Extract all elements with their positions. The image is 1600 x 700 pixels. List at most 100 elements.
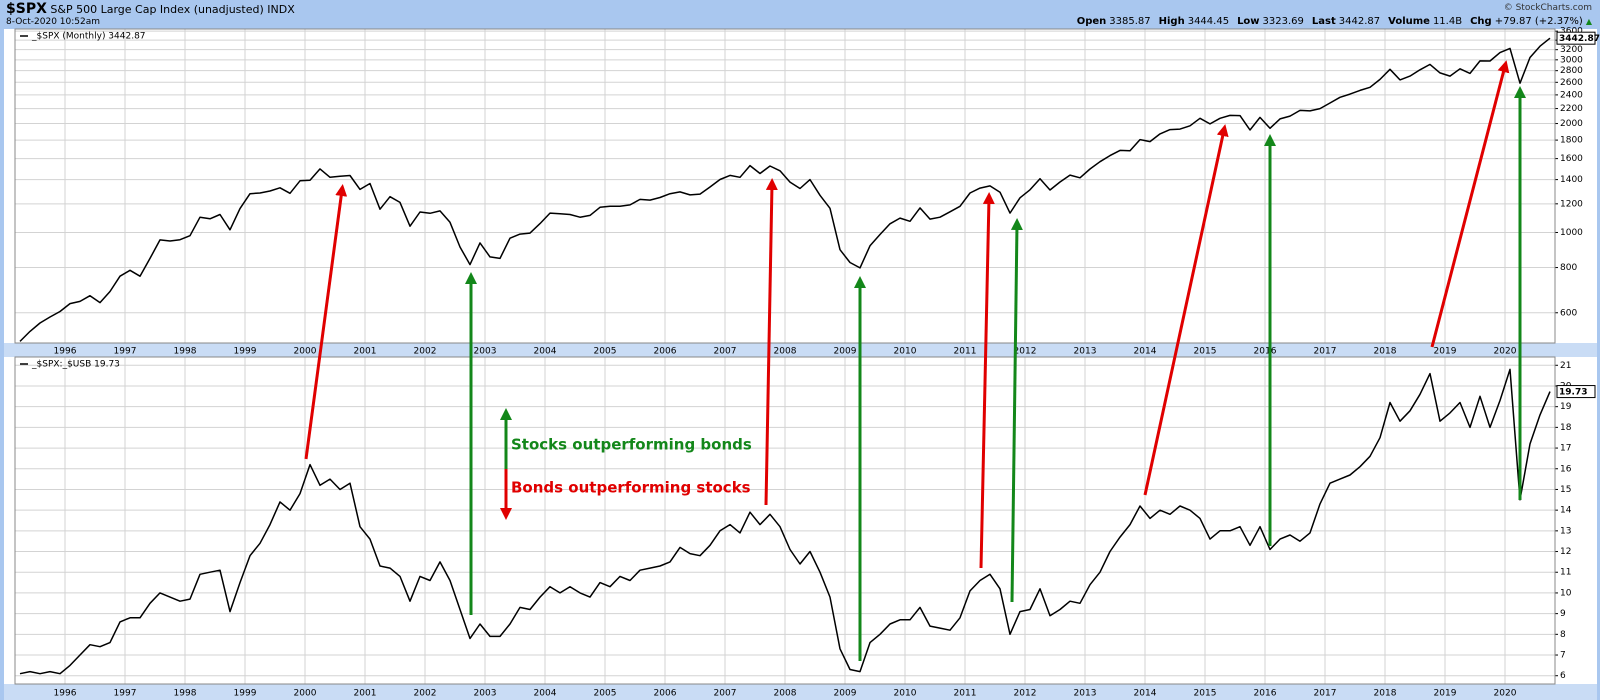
- annotation: Bonds outperforming stocks: [511, 479, 751, 497]
- quote-item: Chg +79.87 (+2.37%) ▲: [1470, 16, 1592, 27]
- header-title: $SPX S&P 500 Large Cap Index (unadjusted…: [6, 1, 295, 17]
- y-tick-label: 1800: [1560, 136, 1583, 146]
- y-tick-label: 1400: [1560, 175, 1583, 185]
- y-tick-label: 1200: [1560, 199, 1583, 209]
- x-tick-label: 2007: [714, 347, 737, 357]
- x-tick-label: 2009: [834, 347, 857, 357]
- x-tick-label: 2016: [1254, 347, 1277, 357]
- x-tick-label: 2000: [294, 347, 317, 357]
- quote-value: 3444.45: [1187, 16, 1230, 27]
- x-tick-label: 2005: [594, 689, 617, 699]
- panel-background: [4, 357, 1597, 684]
- x-tick-label: 2006: [654, 347, 677, 357]
- annotation: Stocks outperforming bonds: [511, 436, 752, 454]
- y-tick-label: 18: [1560, 423, 1572, 433]
- x-tick-label: 2011: [954, 689, 977, 699]
- legend-label: _$SPX:_$USB 19.73: [31, 360, 120, 370]
- timestamp: 8-Oct-2020 10:52am: [6, 17, 101, 27]
- last-value-box: [1556, 31, 1596, 45]
- y-tick-label: 12: [1560, 547, 1571, 557]
- last-value-label: 3442.87: [1559, 34, 1600, 44]
- y-tick-label: 11: [1560, 568, 1571, 578]
- quote-label: Volume: [1388, 16, 1430, 27]
- y-tick-label: 3000: [1560, 55, 1583, 65]
- exchange: INDX: [267, 3, 295, 16]
- x-tick-label: 1997: [114, 689, 137, 699]
- quote-item: Last 3442.87: [1312, 16, 1380, 27]
- x-tick-label: 1998: [174, 347, 197, 357]
- x-tick-label: 2013: [1074, 689, 1097, 699]
- quote-label: High: [1158, 16, 1185, 27]
- quote-value: 3323.69: [1262, 16, 1304, 27]
- quote-item: High 3444.45: [1159, 16, 1229, 27]
- x-tick-label: 2020: [1494, 689, 1517, 699]
- y-tick-label: 10: [1560, 588, 1572, 598]
- x-tick-label: 1997: [114, 347, 137, 357]
- plot-frame: [14, 356, 1556, 685]
- x-tick-label: 2001: [354, 689, 377, 699]
- x-tick-label: 2000: [294, 689, 317, 699]
- x-label-strip: [4, 343, 1597, 357]
- arrow: [979, 192, 995, 569]
- legend-label: _$SPX (Monthly) 3442.87: [31, 32, 146, 42]
- plot-frame: [14, 28, 1556, 344]
- y-tick-label: 2400: [1560, 90, 1583, 100]
- symbol: $SPX: [6, 1, 47, 17]
- arrow: [1143, 124, 1229, 496]
- y-tick-label: 13: [1560, 526, 1571, 536]
- x-tick-label: 2004: [534, 689, 557, 699]
- x-tick-label: 2002: [414, 689, 437, 699]
- arrow: [764, 178, 778, 506]
- index-name: S&P 500 Large Cap Index (unadjusted): [50, 3, 264, 16]
- y-tick-label: 17: [1560, 444, 1571, 454]
- x-tick-label: 2003: [474, 347, 497, 357]
- x-tick-label: 2019: [1434, 689, 1457, 699]
- x-tick-label: 2005: [594, 347, 617, 357]
- quote-label: Last: [1311, 16, 1336, 27]
- x-tick-label: 1999: [234, 347, 257, 357]
- x-tick-label: 2008: [774, 689, 797, 699]
- x-tick-label: 2007: [714, 689, 737, 699]
- x-tick-label: 2015: [1194, 347, 1217, 357]
- y-tick-label: 9: [1560, 609, 1566, 619]
- quote-label: Open: [1076, 16, 1107, 27]
- y-tick-label: 2200: [1560, 104, 1583, 114]
- y-tick-label: 8: [1560, 630, 1566, 640]
- x-tick-label: 2013: [1074, 347, 1097, 357]
- y-tick-label: 21: [1560, 361, 1571, 371]
- x-tick-label: 1999: [234, 689, 257, 699]
- panel-background: [4, 29, 1597, 343]
- quote-item: Low 3323.69: [1237, 16, 1304, 27]
- x-tick-label: 2006: [654, 689, 677, 699]
- x-tick-label: 2004: [534, 347, 557, 357]
- arrow: [304, 184, 348, 460]
- x-tick-label: 2010: [894, 347, 917, 357]
- y-tick-label: 3200: [1560, 45, 1583, 55]
- x-tick-label: 2014: [1134, 689, 1157, 699]
- y-tick-label: 2600: [1560, 78, 1583, 88]
- quote-value: +79.87 (+2.37%): [1494, 16, 1583, 27]
- x-tick-label: 2015: [1194, 689, 1217, 699]
- x-label-strip: [4, 684, 1597, 700]
- y-tick-label: 16: [1560, 464, 1572, 474]
- y-tick-label: 600: [1560, 308, 1577, 318]
- y-tick-label: 2800: [1560, 66, 1583, 76]
- quote-label: Low: [1237, 16, 1260, 27]
- quote-value: 11.4B: [1432, 16, 1463, 27]
- x-tick-label: 2017: [1314, 689, 1337, 699]
- x-tick-label: 2002: [414, 347, 437, 357]
- y-tick-label: 15: [1560, 485, 1571, 495]
- series-line: [19, 368, 1551, 675]
- last-value-box: [1556, 385, 1596, 399]
- x-tick-label: 2020: [1494, 347, 1517, 357]
- x-tick-label: 2019: [1434, 347, 1457, 357]
- y-tick-label: 3600: [1560, 27, 1583, 37]
- series-line: [19, 37, 1551, 342]
- x-tick-label: 2016: [1254, 689, 1277, 699]
- y-tick-label: 19: [1560, 402, 1572, 412]
- x-tick-label: 2018: [1374, 689, 1397, 699]
- x-tick-label: 2010: [894, 689, 917, 699]
- x-tick-label: 2018: [1374, 347, 1397, 357]
